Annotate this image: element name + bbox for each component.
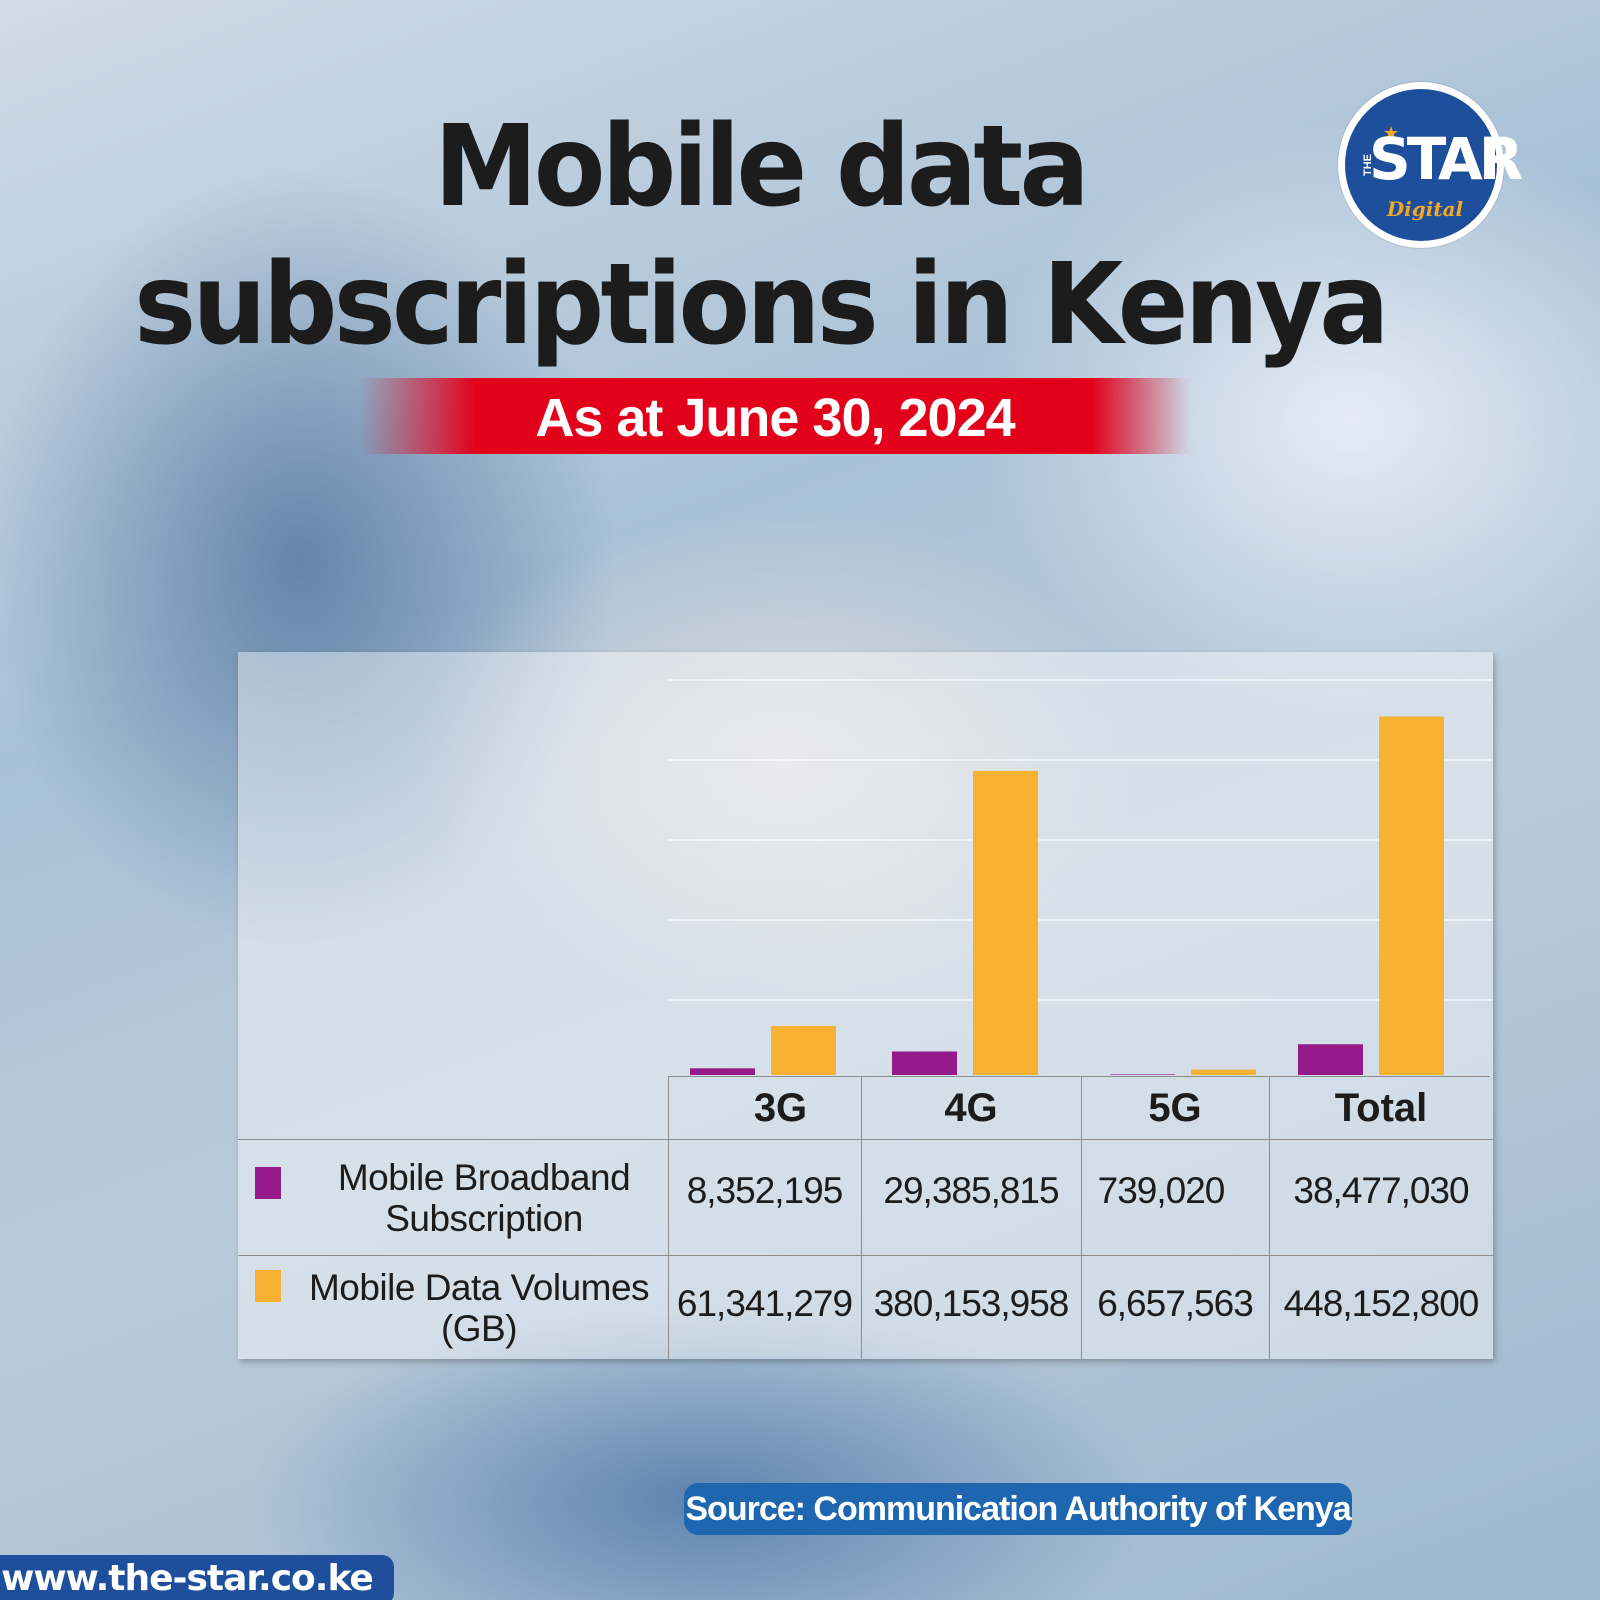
bar-volumes-5g: [1191, 1069, 1256, 1075]
row-label-volumes: Mobile Data Volumes (GB): [290, 1267, 668, 1349]
bar-broadband-total: [1298, 1044, 1363, 1075]
row-label-broadband-line-2: Subscription: [385, 1198, 583, 1239]
column-header-5g: 5G: [1148, 1086, 1202, 1130]
table-divider: [668, 1076, 669, 1359]
bar-volumes-total: [1379, 716, 1444, 1075]
column-header-total: Total: [1334, 1086, 1428, 1130]
cell-broadband-3g: 8,352,195: [686, 1170, 844, 1211]
cell-volumes-4g: 380,153,958: [873, 1283, 1070, 1324]
row-label-broadband: Mobile Broadband Subscription: [300, 1157, 668, 1239]
bar-broadband-5g: [1110, 1074, 1175, 1075]
cell-broadband-4g: 29,385,815: [883, 1170, 1059, 1211]
column-header-4g: 4G: [944, 1086, 998, 1130]
row-label-volumes-line-2: (GB): [440, 1308, 518, 1349]
cell-broadband-5g: 739,020: [1097, 1170, 1226, 1211]
cell-volumes-3g: 61,341,279: [676, 1283, 853, 1324]
title-line-2: subscriptions in Kenya: [134, 240, 1389, 370]
title-line-1: Mobile data: [433, 102, 1090, 232]
bar-volumes-4g: [973, 770, 1038, 1075]
table-divider: [861, 1076, 862, 1359]
table-divider: [238, 1255, 1493, 1256]
legend-swatch-volumes: [255, 1270, 281, 1302]
table-divider: [1081, 1076, 1082, 1359]
the-star-logo: THE ★ STAR Digital: [1338, 82, 1523, 248]
table-divider: [238, 1139, 1493, 1140]
cell-volumes-total: 448,152,800: [1283, 1283, 1480, 1324]
star-icon: ★: [1383, 123, 1400, 143]
website-link[interactable]: www.the-star.co.ke: [0, 1555, 394, 1600]
page-title: Mobile data subscriptions in Kenya: [53, 98, 1467, 374]
column-header-3g: 3G: [753, 1086, 808, 1130]
subtitle: As at June 30, 2024: [535, 388, 1015, 448]
legend-swatch-broadband: [255, 1167, 281, 1199]
cell-broadband-total: 38,477,030: [1293, 1170, 1469, 1211]
chart-panel: [238, 652, 1493, 1359]
table-divider: [1269, 1076, 1270, 1359]
cell-volumes-5g: 6,657,563: [1097, 1283, 1254, 1324]
bar-chart: [668, 679, 1493, 1075]
bar-broadband-4g: [892, 1051, 957, 1075]
logo-digital-text: Digital: [1386, 197, 1464, 221]
row-label-volumes-line-1: Mobile Data Volumes: [308, 1267, 650, 1308]
subtitle-band: [360, 378, 1190, 454]
logo-circle: THE ★ STAR Digital: [1345, 89, 1523, 241]
row-label-broadband-line-1: Mobile Broadband: [337, 1157, 631, 1198]
table-divider: [668, 1076, 1490, 1077]
logo-star-text: STAR: [1369, 125, 1523, 193]
bar-broadband-3g: [690, 1068, 755, 1075]
source-label: Source: Communication Authority of Kenya: [684, 1483, 1352, 1535]
bar-volumes-3g: [771, 1025, 836, 1075]
